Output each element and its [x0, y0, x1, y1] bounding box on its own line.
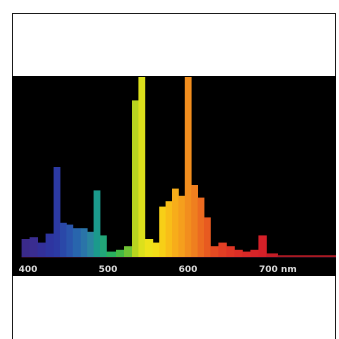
spectrum-bar-1 [29, 237, 38, 257]
spectrum-bar-18 [152, 242, 160, 257]
spectrum-bar-25 [197, 197, 205, 257]
spectrum-bar-30 [234, 249, 243, 257]
spectrum-plot-area: 400 500 600 700 nm [12, 76, 336, 276]
spectrum-bar-11 [100, 235, 107, 257]
x-axis-ticks: 400 500 600 700 nm [19, 265, 297, 275]
spectrum-bar-15 [132, 100, 139, 258]
spectrum-bar-29 [226, 246, 235, 257]
spectrum-bar-19 [159, 206, 166, 257]
spectrum-bars [21, 77, 336, 258]
spectrum-bar-4 [53, 167, 61, 257]
spectrum-bar-0 [21, 239, 30, 257]
x-tick-label-2: 600 [179, 265, 198, 275]
spectrum-bar-16 [138, 77, 146, 257]
spectrum-bar-5 [60, 222, 67, 257]
spectrum-bar-33 [258, 235, 267, 257]
spectrum-bar-14 [124, 246, 133, 257]
spectrum-bar-22 [178, 195, 186, 257]
spectrum-bar-12 [106, 251, 117, 257]
spectrum-bar-17 [144, 239, 154, 257]
spectrum-bar-35 [277, 255, 336, 257]
spectrum-bar-8 [80, 228, 88, 257]
spectrum-bar-6 [66, 224, 74, 257]
spectrum-bar-2 [37, 242, 46, 257]
spectrum-bar-10 [93, 190, 101, 257]
spectrum-bar-28 [218, 242, 227, 257]
spectrum-bar-20 [165, 201, 173, 257]
spectrum-bar-3 [45, 233, 54, 257]
spectrum-bar-9 [87, 231, 94, 257]
spectrum-bar-27 [210, 246, 219, 257]
x-tick-label-0: 400 [19, 265, 38, 275]
spectrum-bar-31 [242, 251, 251, 257]
spectrum-bar-24 [191, 185, 198, 257]
x-tick-label-1: 500 [99, 265, 118, 275]
spectrum-bar-23 [184, 77, 192, 257]
spectrum-bar-21 [172, 188, 179, 257]
spectrum-bar-13 [116, 249, 125, 257]
spectrum-bar-34 [266, 253, 278, 257]
spectrum-chart: 400 500 600 700 nm [19, 77, 336, 275]
spectrum-bar-7 [72, 228, 82, 257]
x-tick-label-3: 700 nm [259, 265, 297, 275]
spectrum-bar-32 [250, 249, 259, 257]
spectrum-bar-26 [204, 217, 211, 257]
